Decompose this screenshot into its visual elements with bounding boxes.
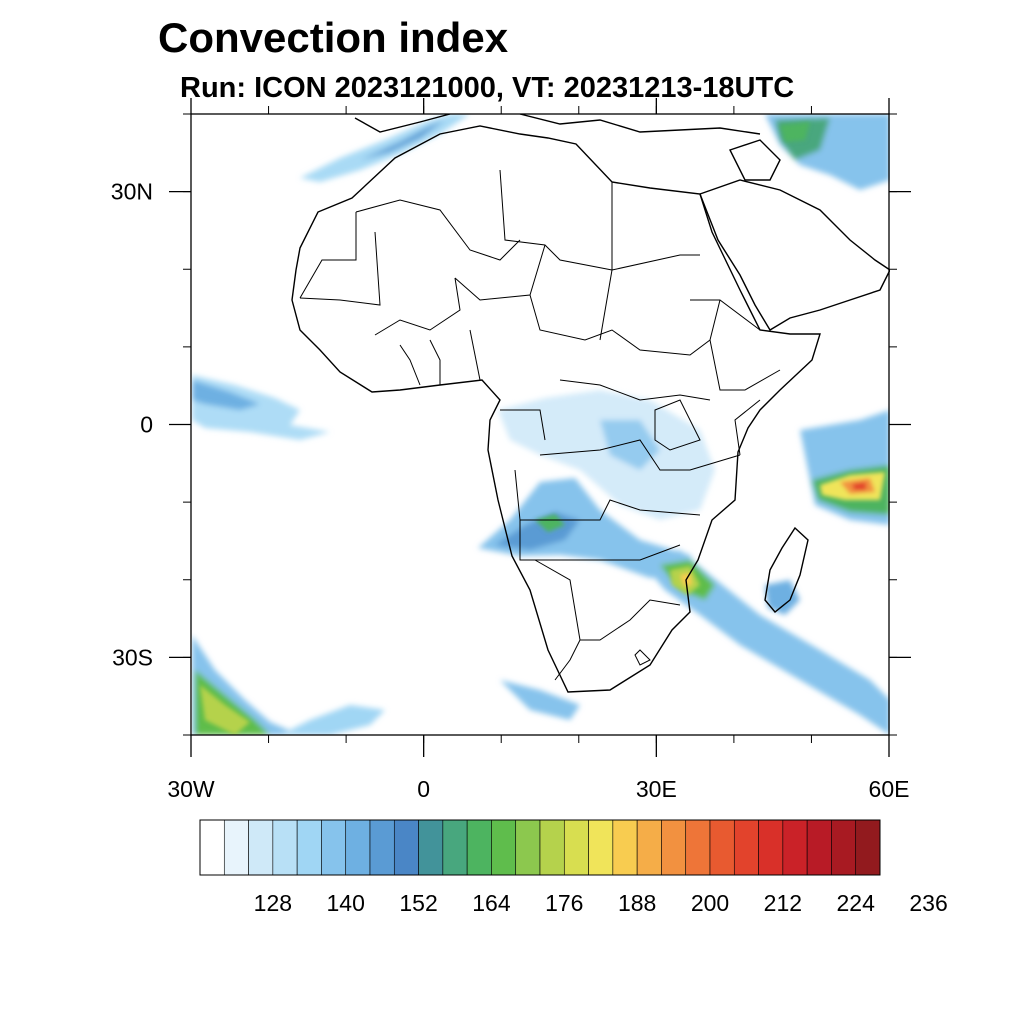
convection-field xyxy=(192,114,890,735)
africa-coastline xyxy=(291,125,821,693)
colorbar-swatch xyxy=(199,819,225,876)
colorbar-swatch xyxy=(661,819,687,876)
colorbar-swatch xyxy=(321,819,347,876)
colorbar-label: 188 xyxy=(618,890,656,916)
colorbar-swatch xyxy=(782,819,808,876)
lon-tick-label: 60E xyxy=(869,776,910,802)
colorbar-swatch xyxy=(685,819,711,876)
colorbar-swatch xyxy=(345,819,371,876)
colorbar-swatch xyxy=(612,819,638,876)
colorbar-label: 152 xyxy=(399,890,437,916)
colorbar-label: 164 xyxy=(472,890,511,916)
colorbar-swatch xyxy=(563,819,589,876)
colorbar-swatch xyxy=(733,819,759,876)
colorbar-swatch xyxy=(491,819,517,876)
colorbar-label: 212 xyxy=(764,890,802,916)
map-axes: 30W 0 30E 60E 30N 0 30S xyxy=(111,98,911,802)
map-title: Convection index xyxy=(158,14,509,61)
colorbar-label: 140 xyxy=(327,890,365,916)
madagascar-coastline xyxy=(764,526,809,613)
colorbar-swatch xyxy=(831,819,857,876)
colorbar-swatch xyxy=(709,819,735,876)
colorbar-swatch xyxy=(515,819,541,876)
lat-tick-label: 30N xyxy=(111,179,153,205)
colorbar-swatch xyxy=(806,819,832,876)
colorbar-swatch xyxy=(296,819,322,876)
lat-tick-label: 0 xyxy=(140,412,153,438)
field-region-med xyxy=(300,114,470,182)
colorbar-label: 200 xyxy=(691,890,729,916)
colorbar-swatch xyxy=(466,819,492,876)
field-region-congo xyxy=(498,390,715,520)
colorbar-swatch xyxy=(442,819,468,876)
colorbar-swatch xyxy=(758,819,784,876)
colorbar-swatch xyxy=(539,819,565,876)
colorbar-swatch xyxy=(369,819,395,876)
field-region-angola xyxy=(478,478,700,578)
colorbar-label: 176 xyxy=(545,890,583,916)
colorbar-swatch xyxy=(588,819,614,876)
lat-tick-label: 30S xyxy=(112,644,153,670)
colorbar-swatch xyxy=(248,819,274,876)
colorbar-frame xyxy=(199,819,881,876)
colorbar-swatch xyxy=(418,819,444,876)
colorbar-swatch xyxy=(855,819,881,876)
country-borders xyxy=(299,169,781,681)
lon-tick-label: 30E xyxy=(636,776,677,802)
colorbar-label: 128 xyxy=(254,890,292,916)
colorbar-swatch xyxy=(393,819,419,876)
arabia-coastline xyxy=(699,179,890,331)
map-subtitle: Run: ICON 2023121000, VT: 20231213-18UTC xyxy=(180,72,795,104)
field-region-atlantic xyxy=(192,375,330,440)
colorbar-swatch xyxy=(223,819,249,876)
colorbar-swatch xyxy=(272,819,298,876)
coastlines xyxy=(291,114,890,693)
colorbar-swatch xyxy=(636,819,662,876)
colorbar: 128 140 152 164 176 188 200 212 224 236 xyxy=(199,819,948,916)
colorbar-label: 224 xyxy=(837,890,876,916)
colorbar-label: 236 xyxy=(909,890,947,916)
lon-tick-label: 0 xyxy=(417,776,430,802)
lon-tick-label: 30W xyxy=(167,776,215,802)
